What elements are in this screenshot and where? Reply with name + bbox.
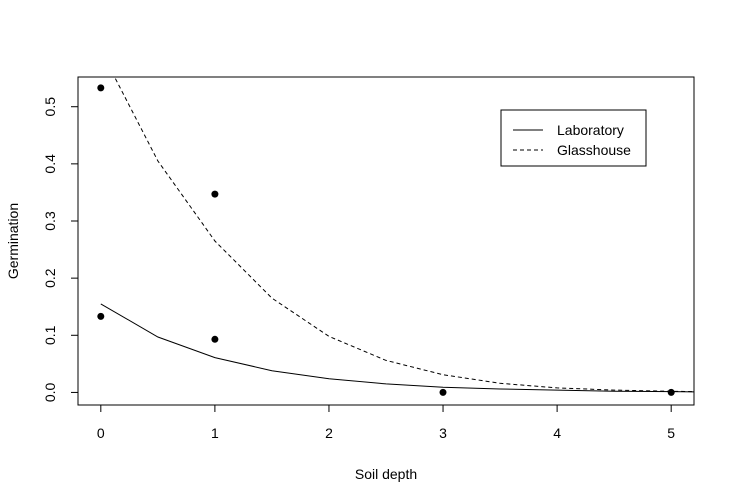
y-tick-label: 0.5: [42, 97, 58, 117]
y-axis-label: Germination: [5, 203, 21, 279]
x-tick-label: 1: [211, 425, 219, 441]
legend-box: [500, 109, 647, 167]
plot-frame: [77, 76, 695, 406]
data-point: [97, 312, 105, 320]
x-axis-label: Soil depth: [355, 466, 417, 482]
y-tick-label: 0.0: [42, 382, 58, 402]
data-point: [211, 190, 219, 198]
x-axis: 0 1 2 3 4 5: [97, 405, 675, 441]
x-tick-label: 3: [439, 425, 447, 441]
y-tick-label: 0.1: [42, 325, 58, 345]
legend: Laboratory Glasshouse: [500, 109, 647, 167]
y-axis: 0.0 0.1 0.2 0.3 0.4 0.5: [42, 97, 78, 402]
data-point: [439, 388, 447, 396]
y-tick-label: 0.4: [42, 154, 58, 174]
x-tick-label: 2: [325, 425, 333, 441]
data-points: [97, 84, 675, 396]
data-point: [97, 84, 105, 92]
series-line-laboratory: [100, 303, 694, 393]
series-lines: [100, 77, 694, 393]
y-tick-label: 0.3: [42, 211, 58, 231]
x-tick-label: 0: [97, 425, 105, 441]
x-tick-label: 5: [667, 425, 675, 441]
legend-label-laboratory: Laboratory: [557, 122, 624, 138]
data-point: [667, 388, 675, 396]
legend-label-glasshouse: Glasshouse: [557, 142, 631, 158]
data-point: [211, 335, 219, 343]
x-tick-label: 4: [553, 425, 561, 441]
y-tick-label: 0.2: [42, 268, 58, 288]
